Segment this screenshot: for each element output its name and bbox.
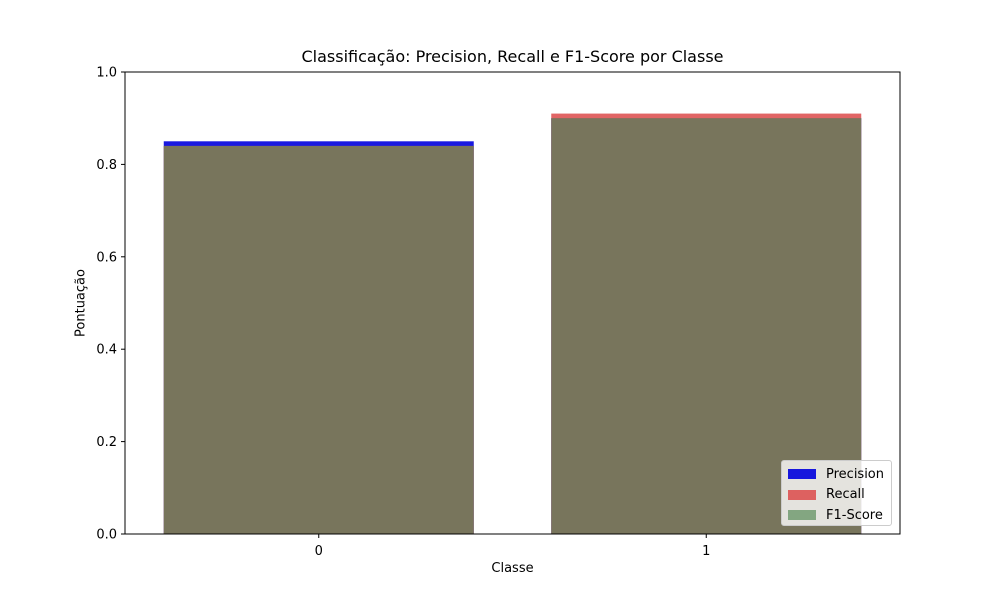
legend-swatch-f1-score (788, 510, 816, 521)
legend-swatch-precision (788, 469, 816, 480)
bar-f1-score-class-0 (163, 145, 474, 535)
plot-frame (124, 71, 901, 535)
x-axis-label: Classe (491, 561, 534, 576)
legend: Precision Recall F1-Score (781, 460, 892, 526)
y-tick-label-4: 0.8 (96, 158, 117, 173)
y-tick-label-2: 0.4 (96, 343, 117, 358)
legend-swatch-recall (788, 489, 816, 500)
y-tick-label-0: 0.0 (96, 528, 117, 543)
legend-label-recall: Recall (826, 487, 865, 503)
legend-label-f1-score: F1-Score (826, 507, 883, 523)
y-tick-label-3: 0.6 (96, 250, 117, 265)
legend-label-precision: Precision (826, 466, 885, 482)
y-tick-label-5: 1.0 (96, 66, 117, 81)
legend-item-recall: Recall (788, 485, 885, 506)
chart-title: Classificação: Precision, Recall e F1-Sc… (301, 47, 724, 66)
x-tick-label-1: 1 (702, 544, 710, 559)
y-tick-label-1: 0.2 (96, 435, 117, 450)
legend-item-precision: Precision (788, 464, 885, 485)
x-tick-label-0: 0 (315, 544, 323, 559)
legend-item-f1-score: F1-Score (788, 505, 885, 526)
y-axis-label: Pontuação (73, 269, 89, 337)
